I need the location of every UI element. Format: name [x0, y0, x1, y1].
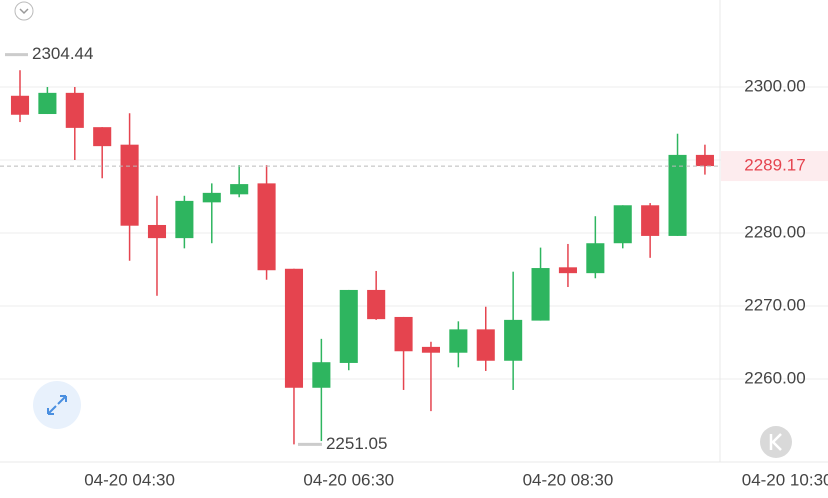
candle-body [202, 192, 221, 203]
low-marker-label: 2251.05 [326, 434, 387, 453]
candle-body [421, 346, 440, 353]
collapse-button[interactable] [14, 1, 34, 21]
candle [312, 338, 331, 442]
candle [284, 268, 304, 445]
candle-body [586, 243, 605, 274]
candle [613, 205, 632, 249]
candle-body [312, 362, 331, 388]
candle-body [65, 92, 84, 128]
candle-body [367, 289, 386, 320]
high-marker-label: 2304.44 [32, 44, 93, 63]
candle-body [38, 92, 57, 115]
candle [10, 70, 30, 123]
candle-body [257, 183, 276, 271]
candle [586, 216, 605, 279]
candle-body [531, 268, 550, 321]
candle [230, 165, 249, 198]
kline-button[interactable] [760, 426, 792, 458]
candle [93, 127, 112, 179]
y-tick-label: 2300.00 [744, 76, 805, 95]
x-tick-label: 04-20 06:30 [303, 470, 394, 489]
candle-body [394, 316, 413, 352]
candle-body [120, 144, 139, 226]
candle-body [10, 95, 30, 115]
candle-body [504, 319, 523, 361]
candle [147, 195, 167, 296]
candle [65, 87, 84, 161]
x-tick-label: 04-20 08:30 [523, 470, 614, 489]
candle-body [147, 224, 167, 239]
candle [531, 247, 550, 321]
candle-body [476, 329, 495, 361]
last-price-box [721, 151, 828, 182]
candle-body [668, 154, 687, 236]
candle [476, 306, 495, 371]
candle-body [449, 329, 468, 353]
candle [120, 113, 139, 261]
candle [257, 165, 276, 280]
candle-body [93, 127, 112, 147]
plot: 2260.002270.002280.002290.002300.0004-20… [0, 44, 828, 489]
candle-body [613, 205, 632, 244]
candle [668, 133, 687, 236]
candle [394, 316, 413, 390]
candle-body [284, 268, 304, 388]
candle [202, 183, 221, 244]
candle [421, 341, 440, 412]
candle-body [695, 154, 714, 167]
candle [449, 321, 468, 368]
last-price-label: 2289.17 [744, 156, 805, 175]
candle [641, 203, 660, 258]
candle-body [175, 200, 194, 239]
candle-body [558, 267, 577, 274]
y-tick-label: 2270.00 [744, 295, 805, 314]
candle [339, 289, 358, 371]
candle [38, 87, 57, 115]
x-tick-label: 04-20 04:30 [84, 470, 175, 489]
candle [695, 144, 714, 175]
candle-body [641, 205, 660, 236]
candle-body [230, 184, 249, 195]
candle [367, 270, 386, 320]
candle [558, 243, 577, 288]
y-tick-label: 2280.00 [744, 222, 805, 241]
expand-button[interactable] [33, 381, 81, 429]
x-tick-label: 04-20 10:30 [742, 470, 828, 489]
candle-body [339, 289, 358, 363]
candle [504, 271, 523, 390]
y-tick-label: 2260.00 [744, 368, 805, 387]
candle [175, 195, 194, 249]
